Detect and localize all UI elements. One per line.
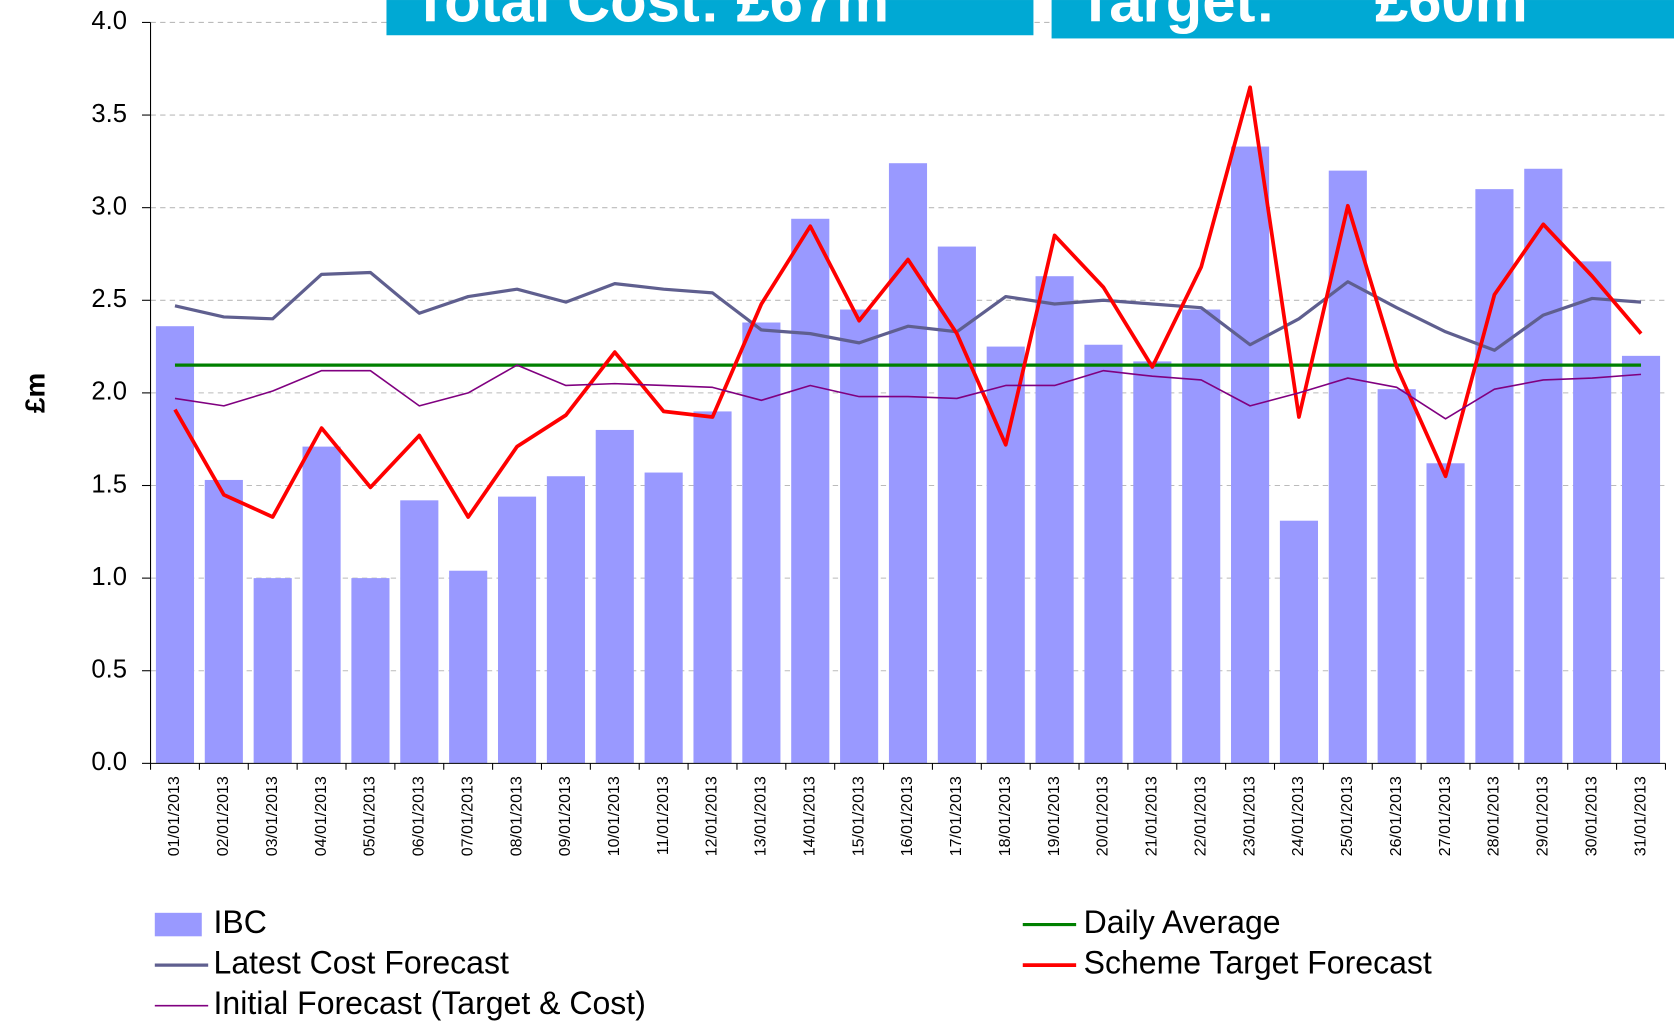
- line-series: [173, 85, 1643, 519]
- bar: [351, 578, 390, 764]
- x-tick-label: 09/01/2013: [557, 776, 574, 856]
- legend-swatch: [154, 912, 202, 937]
- x-tick-label: 29/01/2013: [1535, 776, 1552, 856]
- bar: [497, 496, 537, 764]
- bar: [1426, 463, 1465, 764]
- legend-label: Daily Average: [1084, 904, 1281, 940]
- y-tick-label: 2.5: [91, 285, 127, 313]
- bar: [1231, 146, 1270, 764]
- legend-label: Scheme Target Forecast: [1084, 945, 1432, 981]
- bar: [1279, 520, 1319, 764]
- y-tick-label: 1.0: [91, 563, 127, 591]
- x-tick-label: 25/01/2013: [1339, 776, 1356, 856]
- x-tick-label: 18/01/2013: [997, 776, 1014, 856]
- y-tick-label: 0.0: [91, 748, 127, 776]
- bar: [302, 446, 341, 764]
- banner-text: Total Cost: £67m: [412, 0, 889, 34]
- bar: [791, 218, 830, 764]
- bar: [155, 326, 195, 764]
- y-tick-label: 2.0: [91, 378, 127, 406]
- line-series: [174, 364, 1642, 420]
- banner: [386, 0, 1034, 36]
- bar: [1377, 389, 1416, 764]
- legend-label: Latest Cost Forecast: [214, 945, 509, 981]
- x-tick-label: 11/01/2013: [655, 776, 672, 855]
- x-tick-label: 07/01/2013: [459, 776, 476, 856]
- x-tick-label: 03/01/2013: [264, 776, 281, 856]
- y-tick-label: 3.0: [91, 192, 127, 220]
- x-tick-label: 28/01/2013: [1486, 776, 1503, 856]
- bar: [1573, 261, 1612, 764]
- bar: [1133, 361, 1172, 764]
- bar: [1035, 276, 1074, 764]
- x-tick-label: 26/01/2013: [1388, 776, 1405, 856]
- x-tick-label: 05/01/2013: [362, 776, 379, 856]
- x-tick-label: 04/01/2013: [313, 776, 330, 856]
- bar: [1524, 168, 1563, 764]
- x-tick-label: 06/01/2013: [411, 776, 428, 856]
- bar: [840, 309, 879, 764]
- y-axis-label: £m: [20, 373, 51, 413]
- bar: [449, 570, 488, 764]
- bar: [595, 429, 634, 764]
- bar: [253, 578, 292, 764]
- bar: [742, 322, 781, 764]
- y-tick-label: 4.0: [91, 7, 127, 35]
- banner: [1051, 0, 1674, 39]
- y-tick-label: 3.5: [91, 100, 127, 128]
- bar: [1084, 344, 1123, 764]
- bar: [1328, 170, 1367, 764]
- banner-text: Target: £60m: [1077, 0, 1528, 34]
- x-tick-label: 15/01/2013: [850, 776, 867, 856]
- bar: [1182, 309, 1221, 764]
- x-tick-label: 22/01/2013: [1192, 776, 1209, 856]
- x-tick-label: 14/01/2013: [801, 776, 818, 856]
- x-tick-label: 13/01/2013: [753, 776, 770, 856]
- line-series: [174, 270, 1642, 352]
- bar: [1475, 189, 1514, 764]
- bar: [1621, 355, 1661, 764]
- x-tick-label: 30/01/2013: [1583, 776, 1600, 856]
- bar: [204, 479, 243, 764]
- legend-label: Initial Forecast (Target & Cost): [214, 985, 646, 1021]
- bar: [546, 476, 585, 764]
- x-tick-label: 10/01/2013: [606, 776, 623, 856]
- bar: [400, 500, 439, 764]
- bar: [888, 163, 928, 764]
- x-tick-label: 12/01/2013: [704, 776, 721, 856]
- x-tick-label: 23/01/2013: [1241, 776, 1258, 856]
- x-tick-label: 21/01/2013: [1144, 776, 1161, 856]
- legend-label: IBC: [214, 904, 267, 940]
- x-tick-label: 24/01/2013: [1290, 776, 1307, 856]
- x-tick-label: 16/01/2013: [899, 776, 916, 856]
- bar: [693, 411, 732, 764]
- x-tick-label: 20/01/2013: [1095, 776, 1112, 856]
- bar: [986, 346, 1025, 764]
- x-tick-label: 17/01/2013: [948, 776, 965, 856]
- bar: [644, 472, 683, 764]
- x-tick-label: 08/01/2013: [508, 776, 525, 856]
- x-tick-label: 19/01/2013: [1046, 776, 1063, 856]
- x-tick-label: 02/01/2013: [215, 776, 232, 856]
- x-tick-label: 31/01/2013: [1632, 776, 1649, 856]
- y-tick-label: 0.5: [91, 656, 127, 684]
- x-tick-label: 01/01/2013: [166, 776, 183, 856]
- x-tick-label: 27/01/2013: [1437, 776, 1454, 856]
- y-tick-label: 1.5: [91, 470, 127, 498]
